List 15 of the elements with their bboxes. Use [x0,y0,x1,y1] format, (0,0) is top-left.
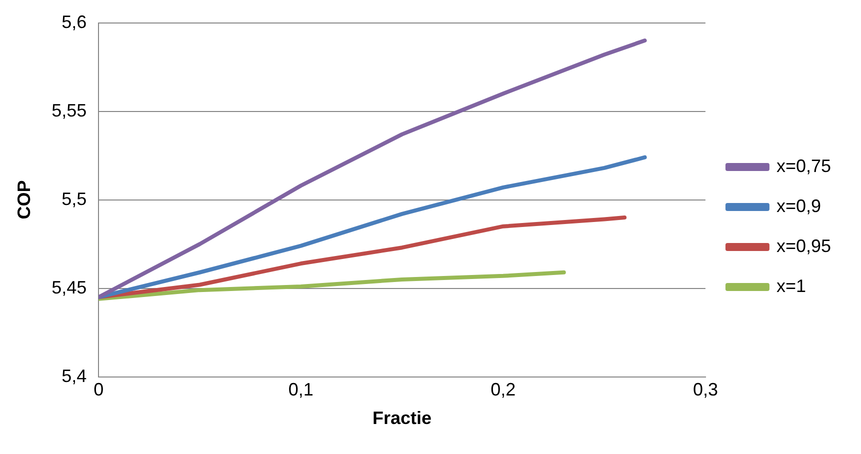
y-tick-label: 5,45 [52,277,87,298]
x-tick-label: 0 [94,380,104,400]
legend-label: x=0,75 [776,156,831,176]
y-tick-label: 5,55 [52,100,87,120]
y-axis-title: COP [14,180,34,220]
legend-label: x=0,95 [776,236,831,256]
x-tick-label: 0,1 [288,380,314,400]
y-tick-label: 5,6 [62,12,87,32]
x-tick-label: 0,3 [692,380,718,400]
legend-label: x=1 [776,276,806,296]
legend-label: x=0,9 [776,196,821,216]
x-tick-label: 0,2 [490,380,516,400]
y-tick-label: 5,5 [62,188,87,209]
y-tick-label: 5,4 [62,366,87,386]
x-axis-title: Fractie [372,408,432,428]
